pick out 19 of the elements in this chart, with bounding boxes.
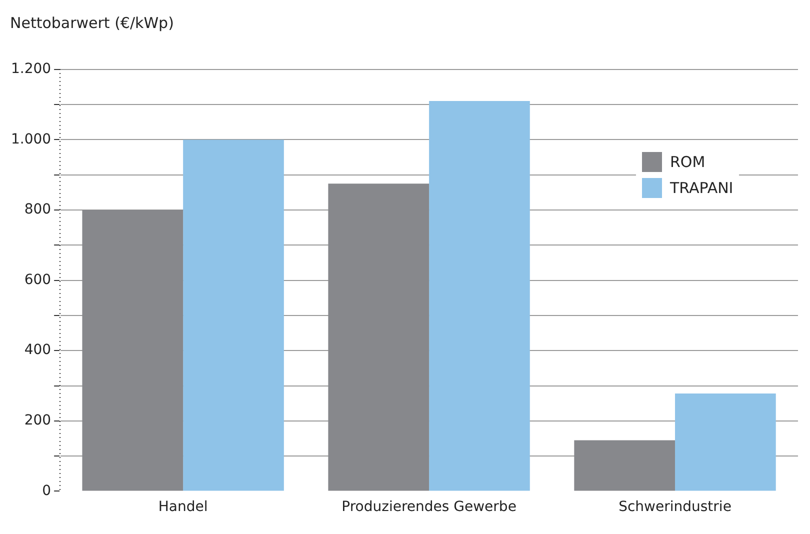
x-tick-label: Produzierendes Gewerbe: [342, 499, 516, 516]
y-tick-label: 1.200: [10, 61, 52, 78]
y-tick-label: 400: [24, 342, 52, 358]
bar: [429, 101, 530, 491]
legend-label: ROM: [670, 153, 706, 171]
y-tick-label: 800: [24, 202, 52, 218]
y-tick-label: 1.000: [10, 131, 52, 148]
bar: [328, 184, 430, 491]
bar: [82, 210, 184, 491]
x-tick-label: Schwerindustrie: [618, 499, 732, 516]
bar: [675, 393, 776, 491]
bar: [574, 440, 676, 491]
legend-label: TRAPANI: [670, 179, 734, 197]
y-tick-label: 200: [24, 412, 52, 429]
y-axis-title: Nettobarwert (€/kWp): [10, 14, 174, 32]
y-tick-label: 600: [24, 272, 52, 288]
x-tick-label: Handel: [158, 499, 208, 516]
bar: [183, 140, 284, 491]
y-tick-label: 0: [42, 482, 52, 499]
